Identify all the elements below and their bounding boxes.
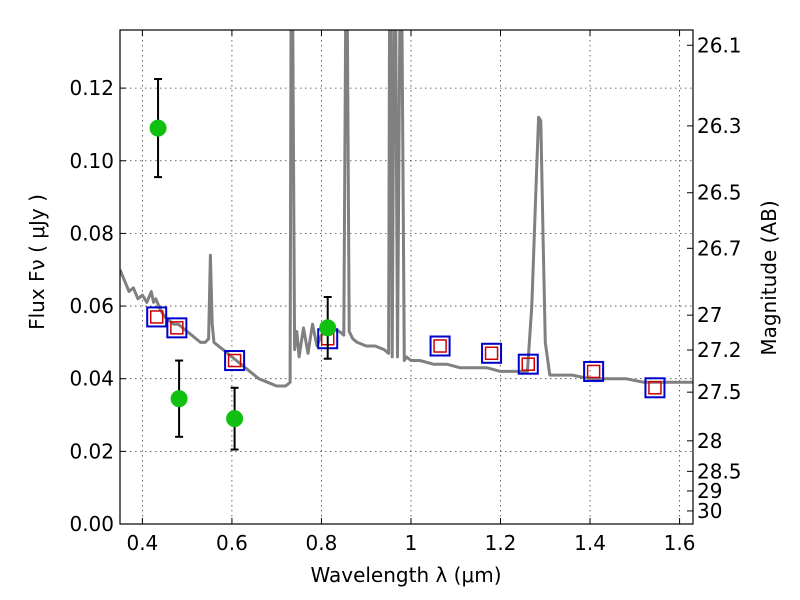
model-photometry-inner [149, 310, 164, 324]
observed-point [170, 390, 188, 408]
model-photometry-point [146, 306, 168, 328]
y-tick-label: 0.02 [69, 439, 114, 463]
y-tick-label: 0.08 [69, 221, 114, 245]
y-tick-label: 0.00 [69, 512, 114, 536]
x-tick-label: 1.4 [574, 531, 606, 555]
model-photometry-point [583, 360, 605, 382]
error-bars [149, 78, 337, 451]
x-tick-label: 1.6 [664, 531, 696, 555]
y2-tick-label: 28 [697, 429, 722, 453]
y2-tick-label: 26.3 [697, 114, 742, 138]
y-axis-label: Flux Fν ( μJy ) [25, 194, 49, 330]
observed-point [319, 319, 337, 337]
y-tick-label: 0.12 [69, 76, 114, 100]
model-photometry-inner [170, 321, 184, 335]
x-tick-label: 0.4 [126, 531, 158, 555]
model-photometry-inner [648, 381, 662, 395]
y-tick-label: 0.04 [69, 367, 114, 391]
model-photometry-point [644, 377, 666, 399]
model-photometry-point [481, 342, 503, 364]
model-photometry-inner [484, 346, 499, 361]
x-axis-label: Wavelength λ (μm) [310, 563, 501, 587]
x-tick-label: 0.6 [216, 531, 248, 555]
plot-area [120, 30, 693, 399]
y-tick-label: 0.06 [69, 294, 114, 318]
x-tick-label: 1 [405, 531, 418, 555]
y2-tick-label: 27.5 [697, 380, 742, 404]
model-photometry-inner [586, 364, 601, 379]
observed-point [149, 119, 167, 137]
model-photometry-point [166, 317, 188, 339]
observed-point [226, 410, 244, 428]
model-photometry-inner [521, 357, 536, 371]
y2-tick-label: 30 [697, 499, 722, 523]
axes: 0.4 0.6 0.8 1 1.2 1.4 1.6 0.00 0.02 0.04 0.06 0.08 0… [69, 30, 742, 555]
model-photometry-inner [433, 339, 447, 353]
y2-tick-label: 28.5 [697, 459, 742, 483]
y2-tick-label: 27.2 [697, 338, 742, 362]
model-photometry-point [429, 335, 451, 357]
y2-tick-label: 29 [697, 479, 722, 503]
model-photometry-inner [227, 353, 242, 368]
plot-frame [119, 29, 694, 525]
grid-lines [120, 30, 693, 525]
model-photometry-point [224, 350, 246, 372]
y2-axis-label: Magnitude (AB) [757, 200, 781, 355]
x-tick-label: 1.2 [485, 531, 517, 555]
y2-tick-label: 26.1 [697, 33, 742, 57]
x-tick-label: 0.8 [306, 531, 338, 555]
model-photometry-point [517, 353, 539, 375]
y2-tick-label: 27 [697, 303, 722, 327]
model-spectrum-line [120, 30, 693, 388]
y2-tick-label: 26.7 [697, 236, 742, 260]
y-tick-label: 0.10 [69, 149, 114, 173]
y2-tick-label: 26.5 [697, 181, 742, 205]
